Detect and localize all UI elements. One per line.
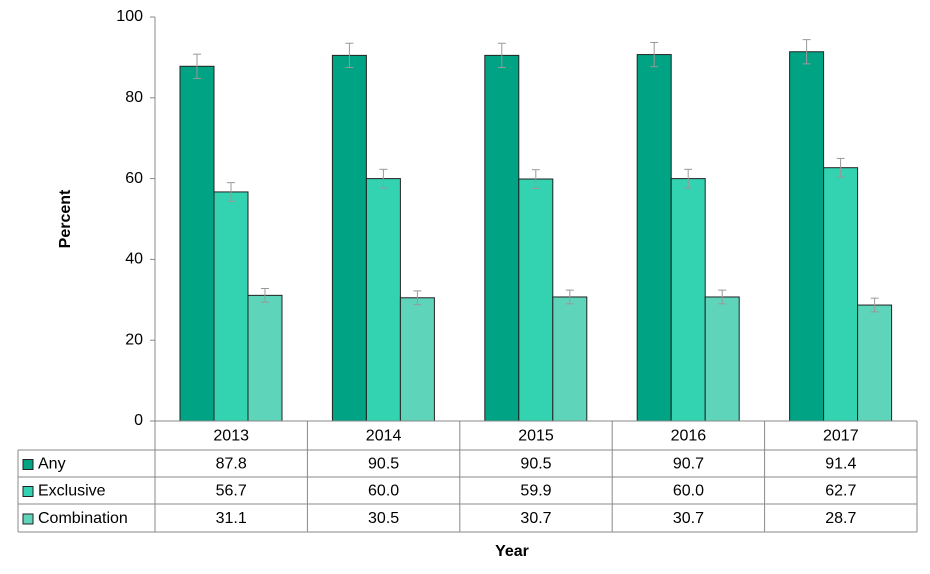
bar: [484, 54, 520, 422]
table-value: 31.1: [216, 510, 247, 527]
x-axis-title: Year: [495, 543, 529, 560]
table-value: 90.5: [368, 456, 399, 473]
table-value: 59.9: [520, 483, 551, 500]
error-bar: [413, 290, 422, 306]
table-value: 91.4: [825, 456, 856, 473]
error-bar: [261, 287, 269, 303]
bar: [789, 51, 825, 422]
y-tick-label: 40: [125, 251, 143, 268]
error-bar: [345, 42, 354, 68]
x-tick-label: 2016: [671, 428, 707, 445]
error-bar: [836, 157, 845, 178]
x-tick-label: 2014: [366, 428, 402, 445]
bar: [552, 296, 588, 422]
bar: [365, 178, 401, 422]
legend-label: Combination: [38, 510, 128, 527]
error-bar: [379, 168, 388, 189]
table-value: 90.5: [520, 456, 551, 473]
legend-swatch: [22, 459, 34, 470]
y-tick-label: 0: [134, 412, 143, 429]
y-tick-label: 60: [125, 170, 143, 187]
legend-swatch: [22, 513, 34, 525]
bar: [399, 297, 435, 422]
bar: [518, 178, 554, 422]
bar: [857, 304, 893, 422]
bar: [247, 294, 283, 422]
y-tick-label: 80: [125, 89, 143, 106]
x-tick-label: 2015: [518, 428, 554, 445]
table-value: 28.7: [825, 510, 856, 527]
table-value: 60.0: [368, 483, 399, 500]
bar: [823, 167, 859, 422]
y-tick-label: 20: [125, 331, 143, 348]
x-tick-label: 2013: [213, 428, 249, 445]
bar: [670, 178, 706, 422]
y-axis-title: Percent: [57, 189, 74, 248]
y-tick-label: 100: [116, 8, 143, 25]
table-value: 56.7: [216, 483, 247, 500]
legend-label: Exclusive: [38, 483, 106, 500]
table-value: 30.7: [673, 510, 704, 527]
table-value: 87.8: [216, 456, 247, 473]
error-bar: [650, 41, 659, 68]
table-value: 30.5: [368, 510, 399, 527]
error-bar: [802, 39, 811, 65]
error-bar: [227, 182, 235, 202]
table-value: 30.7: [520, 510, 551, 527]
table-value: 90.7: [673, 456, 704, 473]
error-bar: [684, 168, 693, 189]
error-bar: [497, 42, 506, 68]
error-bar: [718, 289, 727, 305]
bar: [213, 191, 249, 422]
legend-swatch: [22, 486, 34, 497]
x-tick-label: 2017: [823, 428, 859, 445]
bar: [636, 54, 672, 422]
legend-label: Any: [38, 456, 66, 473]
table-value: 60.0: [673, 483, 704, 500]
bar: [331, 54, 367, 422]
error-bar: [870, 297, 879, 313]
error-bar: [531, 169, 540, 189]
bar: [179, 65, 215, 422]
error-bar: [565, 289, 574, 305]
table-value: 62.7: [825, 483, 856, 500]
bar: [704, 296, 740, 422]
error-bar: [193, 53, 201, 79]
